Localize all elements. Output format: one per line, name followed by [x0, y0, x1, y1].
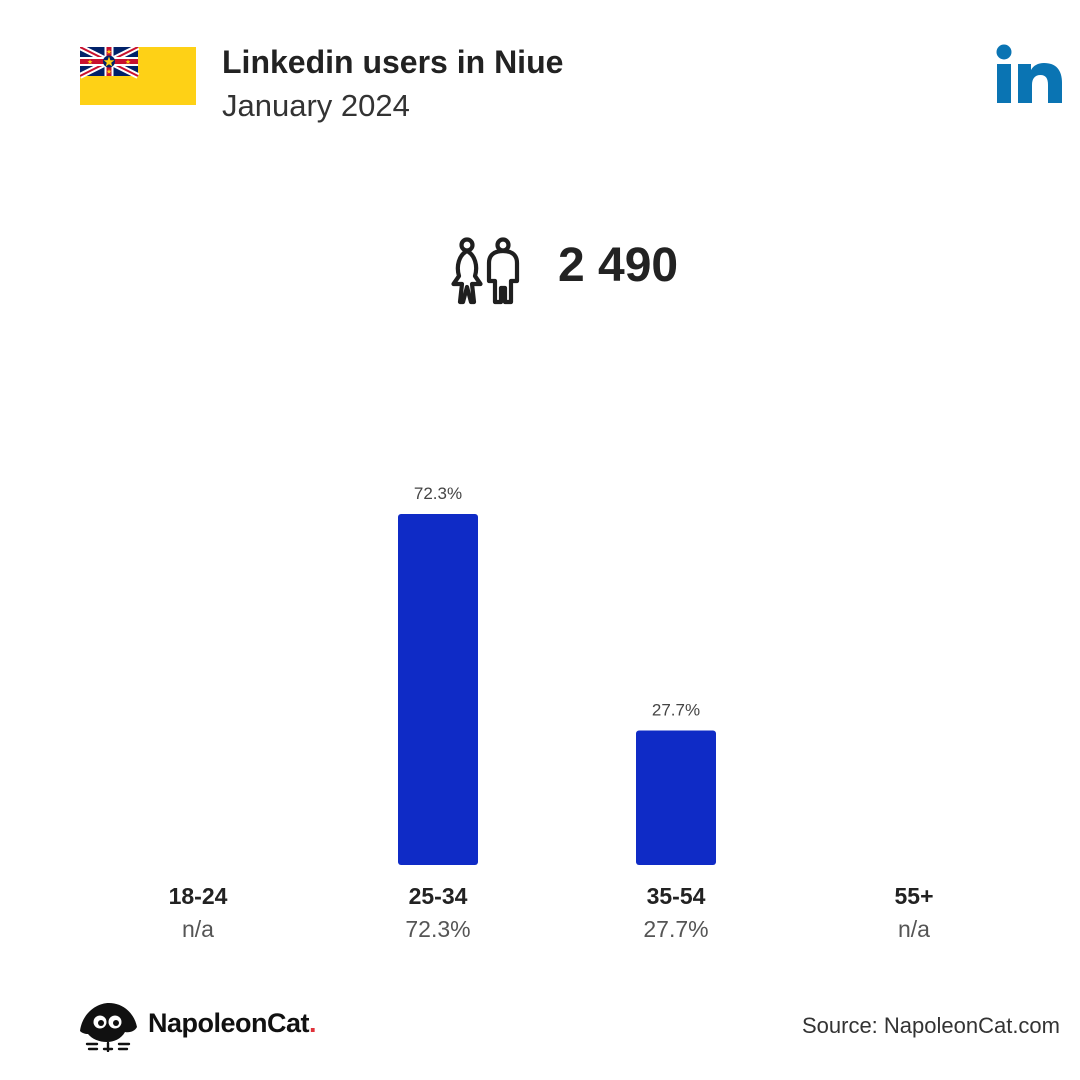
category-label-55+: 55+: [894, 883, 934, 909]
category-value-35-54: 27.7%: [643, 916, 709, 942]
brand-dot: .: [309, 1008, 317, 1038]
page-title: Linkedin users in Niue: [222, 44, 564, 80]
bar-value-label-25-34: 72.3%: [414, 484, 462, 503]
brand-name: NapoleonCat.: [148, 1008, 317, 1039]
bar-25-34: [398, 514, 478, 865]
brand-name-text: NapoleonCat: [148, 1008, 310, 1038]
category-value-18-24: n/a: [182, 916, 214, 942]
category-label-18-24: 18-24: [168, 883, 228, 909]
bar-35-54: [636, 730, 716, 865]
linkedin-logo-icon: [996, 44, 1062, 103]
category-label-25-34: 25-34: [408, 883, 468, 909]
source-note: Source: NapoleonCat.com: [801, 1013, 1060, 1038]
category-label-35-54: 35-54: [646, 883, 706, 909]
napoleoncat-logo-icon: [80, 1003, 137, 1052]
category-value-25-34: 72.3%: [405, 916, 471, 942]
category-value-55+: n/a: [898, 916, 930, 942]
niue-flag-icon: [80, 47, 196, 105]
bar-value-label-35-54: 27.7%: [652, 701, 700, 720]
page-subtitle: January 2024: [222, 88, 410, 123]
users-icon: [451, 237, 520, 305]
total-users-value: 2 490: [558, 239, 679, 292]
